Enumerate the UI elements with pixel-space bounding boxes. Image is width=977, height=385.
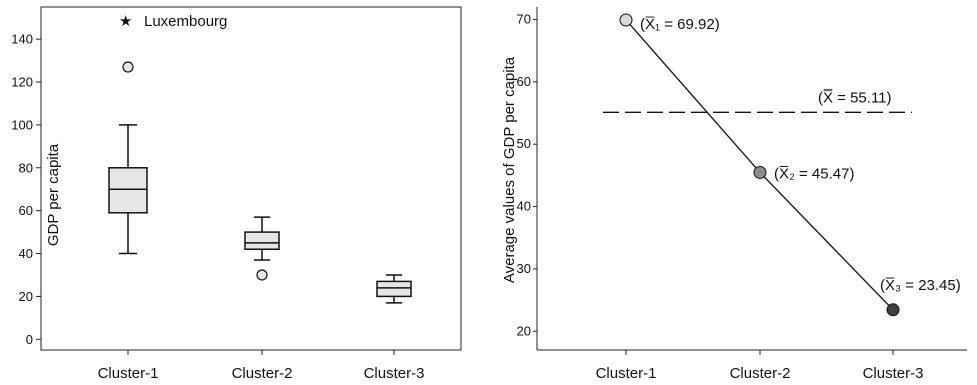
y-tick-label: 80 <box>19 160 33 175</box>
y-tick-label: 30 <box>517 261 531 276</box>
y-tick-label: 40 <box>517 199 531 214</box>
y-axis-label: Average values of GDP per capita <box>501 56 518 283</box>
x-category-label: Cluster-3 <box>863 365 924 382</box>
grand-mean-label: (X̿ = 55.11) <box>818 89 892 106</box>
y-tick-label: 140 <box>11 32 33 47</box>
x-category-label: Cluster-2 <box>232 365 293 382</box>
star-marker: ★ <box>119 13 132 30</box>
mean-point-label: (X̅₃ = 23.45) <box>880 277 961 294</box>
x-category-label: Cluster-1 <box>596 365 657 382</box>
mean-point <box>886 303 900 317</box>
y-tick-label: 60 <box>517 74 531 89</box>
box-iqr <box>376 280 412 298</box>
x-category-label: Cluster-1 <box>98 365 159 382</box>
mean-point <box>753 165 767 179</box>
y-axis-label: GDP per capita <box>45 143 62 246</box>
y-tick-label: 60 <box>19 203 33 218</box>
luxembourg-label: Luxembourg <box>144 13 227 30</box>
outlier-point <box>122 61 134 73</box>
y-tick-label: 40 <box>19 246 33 261</box>
y-tick-label: 120 <box>11 75 33 90</box>
mean-point <box>619 13 633 27</box>
box-iqr <box>108 167 148 214</box>
x-category-label: Cluster-3 <box>364 365 425 382</box>
y-tick-label: 20 <box>517 323 531 338</box>
y-tick-label: 100 <box>11 117 33 132</box>
y-tick-label: 50 <box>517 136 531 151</box>
right-line-chart: 20 30 40 50 60 70 Cluster-1 Cluster-2 Cluster-3 A… <box>501 7 967 382</box>
y-tick-label: 0 <box>26 332 33 347</box>
y-tick-label: 20 <box>19 289 33 304</box>
box-iqr <box>244 231 280 250</box>
outlier-point <box>256 269 268 281</box>
mean-point-label: (X̅₂ = 45.47) <box>774 165 854 182</box>
x-category-label: Cluster-2 <box>730 365 791 382</box>
y-tick-label: 70 <box>517 11 531 26</box>
plot-frame <box>40 6 462 351</box>
mean-point-label: (X̅₁ = 69.92) <box>640 16 720 33</box>
left-boxplot-chart: 0 20 40 60 80 100 120 140 Cluster-1 Cluster-2 Clus… <box>11 6 462 382</box>
